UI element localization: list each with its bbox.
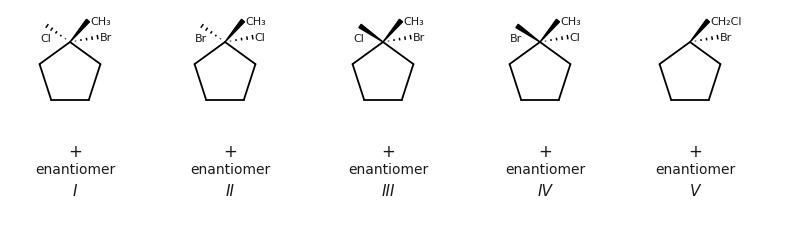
Text: Br: Br [719, 33, 732, 43]
Polygon shape [383, 20, 402, 43]
Text: CH₃: CH₃ [560, 17, 581, 26]
Text: enantiomer: enantiomer [35, 162, 115, 176]
Polygon shape [690, 20, 710, 43]
Text: enantiomer: enantiomer [190, 162, 270, 176]
Text: CH₃: CH₃ [403, 17, 424, 26]
Polygon shape [540, 20, 560, 43]
Text: Br: Br [100, 33, 112, 43]
Text: CH₃: CH₃ [90, 17, 111, 26]
Text: Br: Br [413, 33, 424, 43]
Text: enantiomer: enantiomer [505, 162, 585, 176]
Polygon shape [225, 20, 244, 43]
Text: +: + [223, 142, 237, 160]
Text: enantiomer: enantiomer [348, 162, 428, 176]
Text: Br: Br [510, 34, 522, 44]
Text: Cl: Cl [570, 33, 580, 43]
Polygon shape [359, 25, 383, 43]
Text: V: V [690, 184, 700, 199]
Text: CH₃: CH₃ [245, 17, 266, 26]
Text: Cl: Cl [41, 34, 52, 44]
Text: +: + [688, 142, 702, 160]
Polygon shape [516, 25, 540, 43]
Text: enantiomer: enantiomer [655, 162, 735, 176]
Text: IV: IV [538, 184, 553, 199]
Text: Br: Br [195, 34, 208, 44]
Text: III: III [381, 184, 395, 199]
Text: CH₂Cl: CH₂Cl [710, 17, 741, 26]
Text: II: II [226, 184, 234, 199]
Text: Cl: Cl [354, 34, 365, 44]
Text: Cl: Cl [255, 33, 266, 43]
Text: I: I [73, 184, 77, 199]
Text: +: + [381, 142, 395, 160]
Polygon shape [70, 20, 90, 43]
Text: +: + [538, 142, 552, 160]
Text: +: + [68, 142, 82, 160]
